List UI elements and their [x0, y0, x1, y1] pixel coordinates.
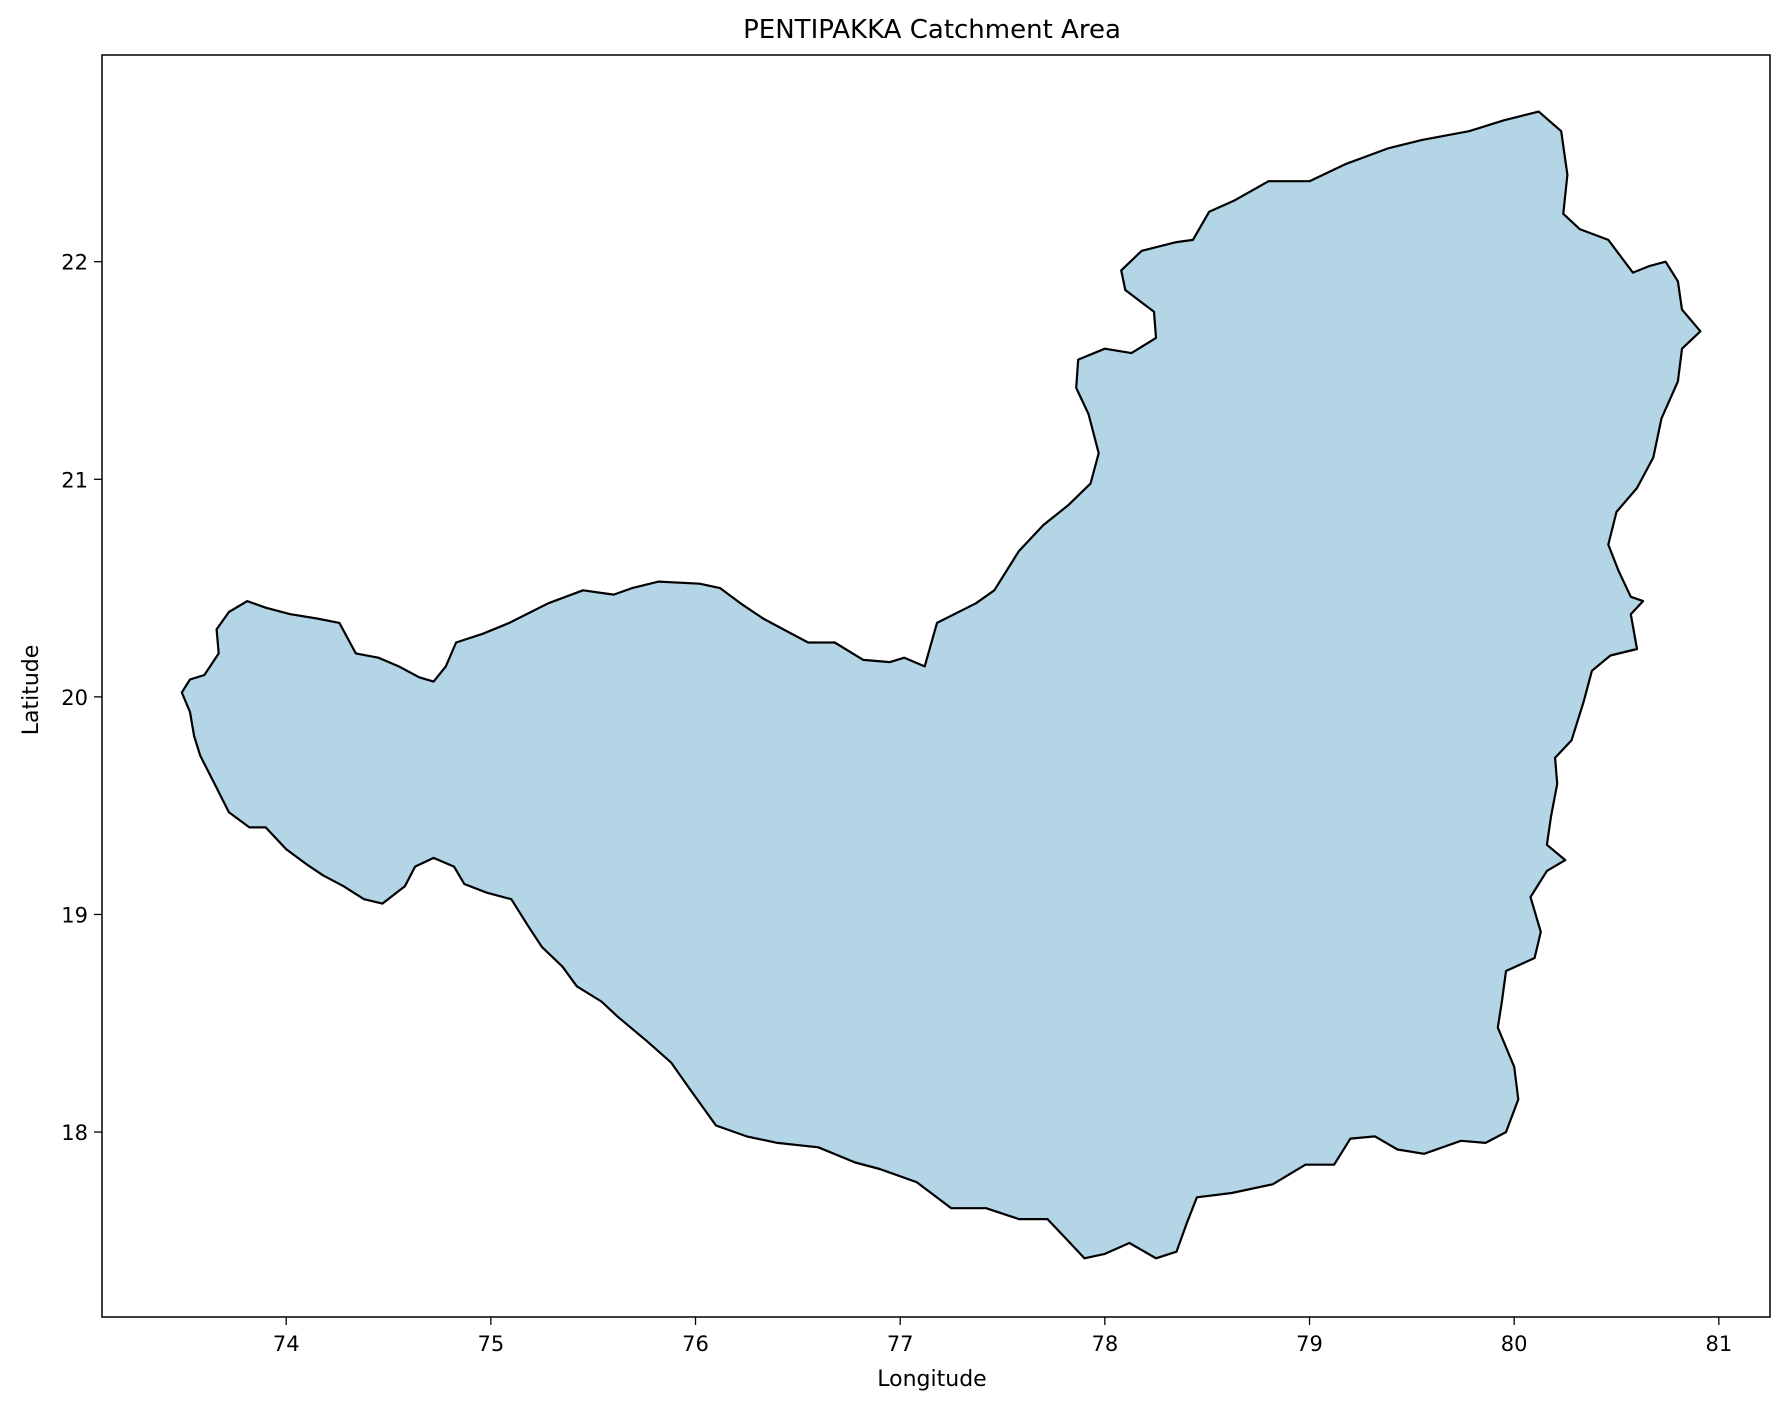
x-tick-label: 80	[1501, 1332, 1528, 1356]
x-tick-label: 81	[1705, 1332, 1732, 1356]
y-tick-label: 18	[61, 1121, 88, 1145]
x-tick-label: 76	[682, 1332, 709, 1356]
x-tick-label: 78	[1091, 1332, 1118, 1356]
x-tick-label: 75	[477, 1332, 504, 1356]
y-axis: 18 19 20 21 22	[61, 251, 102, 1145]
y-tick-label: 19	[61, 903, 88, 927]
plot-frame	[101, 54, 1771, 1318]
y-tick-label: 21	[61, 468, 88, 492]
catchment-polygon	[180, 110, 1702, 1260]
x-tick-label: 74	[273, 1332, 300, 1356]
plot-area	[101, 54, 1771, 1318]
y-tick-label: 22	[61, 251, 88, 275]
x-axis: 74 75 76 77 78 79 80 81	[273, 1317, 1732, 1356]
y-tick-label: 20	[61, 686, 88, 710]
x-tick-label: 77	[887, 1332, 914, 1356]
x-tick-label: 79	[1296, 1332, 1323, 1356]
y-axis-label: Latitude	[19, 645, 44, 736]
chart-title: PENTIPAKKA Catchment Area	[743, 15, 1121, 45]
x-axis-label: Longitude	[877, 1367, 986, 1392]
